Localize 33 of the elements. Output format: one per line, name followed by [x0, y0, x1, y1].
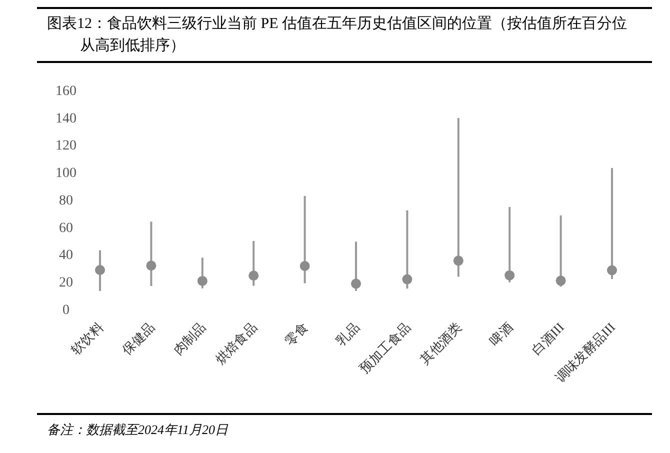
x-tick-label: 烘焙食品	[212, 320, 260, 367]
point	[351, 278, 361, 289]
x-tick-label: 保健品	[119, 320, 158, 358]
y-tick-label: 0	[62, 302, 70, 318]
y-tick-label: 160	[56, 84, 76, 99]
point	[197, 276, 208, 286]
text: 备注：数据截至2024年11月20日	[47, 422, 230, 437]
point	[556, 276, 566, 286]
y-tick-label: 100	[56, 166, 76, 182]
point	[146, 260, 156, 271]
point	[607, 265, 617, 276]
chart-title: 图表12：食品饮料三级行业当前 PE 估值在五年历史估值区间的位置（按估值所在百分位从高到低排序）	[47, 15, 628, 54]
y-tick-label: 60	[59, 220, 73, 236]
point	[248, 270, 259, 281]
x-tick-label: 零食	[282, 320, 311, 349]
x-tick-label: 乳品	[333, 320, 362, 349]
bar	[457, 118, 460, 277]
x-tick-label: 软饮料	[68, 320, 106, 358]
x-tick-label: 白酒III	[528, 320, 567, 358]
y-tick-label: 20	[59, 276, 73, 291]
x-tick-label: 其他酒类	[417, 320, 465, 367]
point	[95, 264, 105, 275]
y-tick-label: 120	[56, 138, 76, 154]
y-tick-label: 140	[56, 111, 76, 126]
bar	[611, 168, 613, 280]
x-tick-label: 啤酒	[486, 320, 516, 349]
point	[402, 274, 412, 284]
point	[453, 256, 464, 266]
point	[300, 261, 310, 272]
y-tick-label: 80	[59, 193, 73, 208]
y-tick-label: 40	[59, 248, 73, 264]
x-tick-label: 肉制品	[170, 320, 209, 358]
point	[504, 270, 515, 280]
